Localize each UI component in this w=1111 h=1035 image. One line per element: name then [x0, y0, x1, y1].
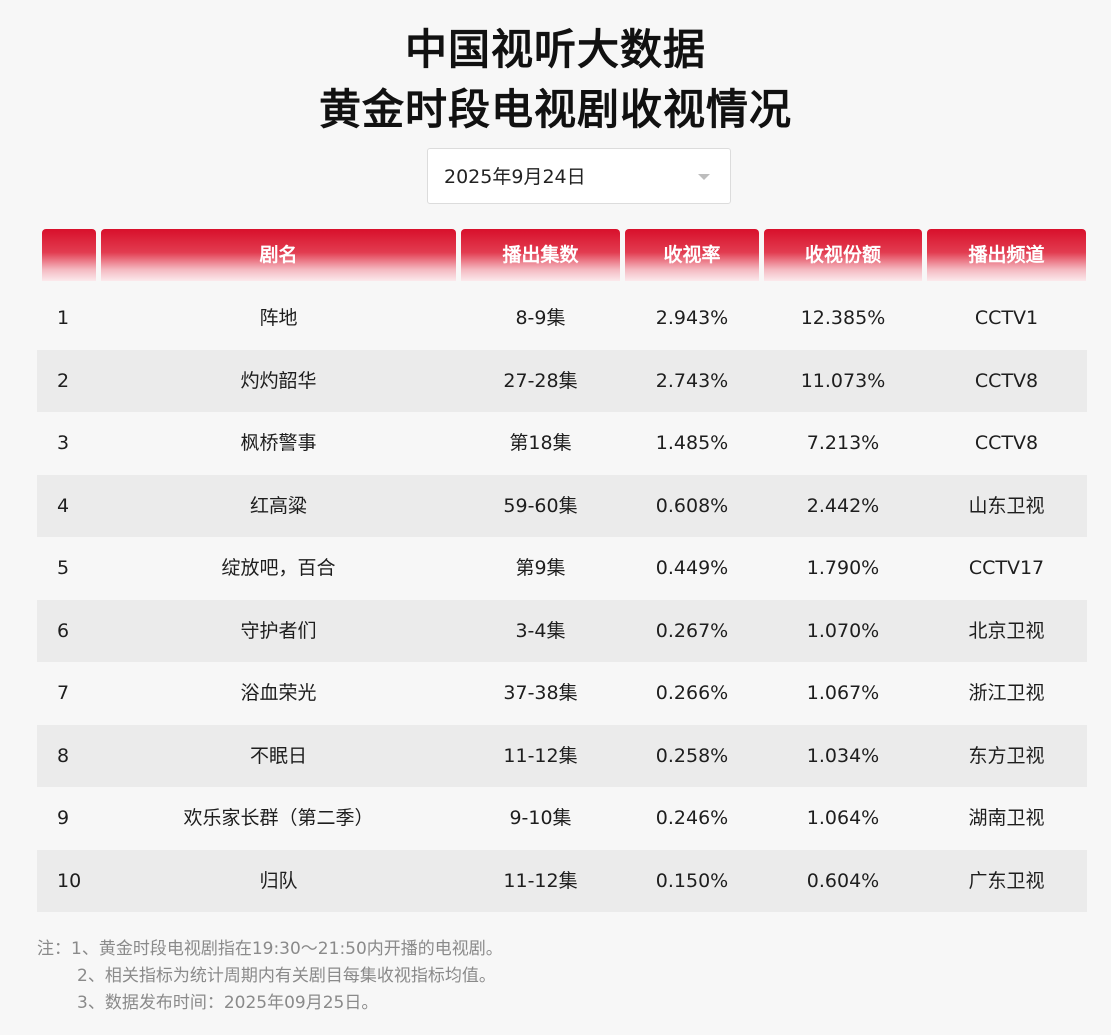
cell-drama-name: 浴血荣光 [240, 682, 317, 704]
cell-rating: 0.258% [655, 744, 729, 767]
cell-channel: CCTV1 [974, 307, 1039, 329]
footnote-2: 2、相关指标为统计周期内有关剧目每集收视指标均值。 [77, 966, 496, 986]
cell-rank: 2 [57, 369, 70, 392]
table-row: 6 守护者们 3-4集 0.267% 1.070% 北京卫视 [37, 599, 1087, 662]
header-channel: 播出频道 [927, 229, 1086, 281]
cell-rating: 1.485% [655, 432, 729, 454]
cell-drama-name: 不眠日 [249, 744, 307, 767]
cell-episodes: 8-9集 [515, 307, 566, 329]
cell-episodes: 3-4集 [515, 619, 566, 642]
cell-drama-name: 灼灼韶华 [240, 369, 317, 392]
cell-channel: 湖南卫视 [968, 807, 1045, 829]
cell-rating: 0.266% [655, 682, 729, 704]
ratings-table-body: 1 阵地 8-9集 2.943% 12.385% CCTV1 2 灼灼韶华 27-28集 2.74… [37, 287, 1087, 912]
cell-share: 1.034% [806, 744, 880, 767]
cell-rank: 10 [57, 869, 82, 892]
cell-episodes: 第9集 [515, 557, 566, 579]
cell-channel: CCTV8 [974, 369, 1039, 392]
cell-channel: 东方卫视 [968, 744, 1045, 767]
cell-channel: 广东卫视 [968, 869, 1045, 892]
table-row: 5 绽放吧，百合 第9集 0.449% 1.790% CCTV17 [37, 537, 1087, 600]
header-drama-name: 剧名 [101, 229, 456, 281]
cell-share: 2.442% [806, 494, 880, 517]
cell-share: 1.790% [806, 557, 880, 579]
cell-rank: 6 [57, 619, 70, 642]
header-share: 收视份额 [764, 229, 922, 281]
table-row: 10 归队 11-12集 0.150% 0.604% 广东卫视 [37, 849, 1087, 912]
date-dropdown[interactable]: 2025年9月24日 [427, 148, 731, 204]
cell-drama-name: 守护者们 [240, 619, 317, 642]
cell-rating: 2.943% [655, 307, 729, 329]
cell-drama-name: 红高粱 [249, 494, 307, 517]
cell-share: 1.070% [806, 619, 880, 642]
cell-rank: 8 [57, 744, 70, 767]
cell-rating: 0.246% [655, 807, 729, 829]
cell-episodes: 11-12集 [503, 869, 578, 892]
cell-rank: 9 [57, 807, 70, 829]
cell-share: 1.064% [806, 807, 880, 829]
date-dropdown-value: 2025年9月24日 [444, 166, 586, 188]
table-row: 7 浴血荣光 37-38集 0.266% 1.067% 浙江卫视 [37, 662, 1087, 725]
cell-rating: 0.267% [655, 619, 729, 642]
table-row: 2 灼灼韶华 27-28集 2.743% 11.073% CCTV8 [37, 349, 1087, 412]
page-title: 中国视听大数据 [404, 25, 706, 74]
cell-rank: 7 [57, 682, 70, 704]
cell-channel: 山东卫视 [968, 494, 1045, 517]
cell-drama-name: 阵地 [259, 307, 298, 329]
cell-episodes: 第18集 [509, 432, 572, 454]
table-row: 3 枫桥警事 第18集 1.485% 7.213% CCTV8 [37, 412, 1087, 475]
header-rating: 收视率 [625, 229, 759, 281]
cell-share: 1.067% [806, 682, 880, 704]
cell-channel: CCTV17 [968, 557, 1045, 579]
cell-episodes: 27-28集 [503, 369, 578, 392]
cell-rank: 4 [57, 494, 70, 517]
header-episodes: 播出集数 [461, 229, 620, 281]
footnote-1: 注：1、黄金时段电视剧指在19:30～21:50内开播的电视剧。 [37, 939, 503, 959]
cell-drama-name: 欢乐家长群（第二季） [183, 807, 374, 829]
cell-share: 12.385% [800, 307, 886, 329]
cell-episodes: 9-10集 [509, 807, 572, 829]
header-rank [42, 229, 96, 281]
chevron-down-icon [698, 174, 710, 180]
cell-rank: 3 [57, 432, 70, 454]
table-row: 8 不眠日 11-12集 0.258% 1.034% 东方卫视 [37, 724, 1087, 787]
cell-rank: 1 [57, 307, 70, 329]
table-row: 9 欢乐家长群（第二季） 9-10集 0.246% 1.064% 湖南卫视 [37, 787, 1087, 850]
cell-drama-name: 枫桥警事 [240, 432, 317, 454]
cell-channel: 北京卫视 [968, 619, 1045, 642]
footnotes: 注：1、黄金时段电视剧指在19:30～21:50内开播的电视剧。 2、相关指标为… [37, 936, 503, 1017]
cell-rating: 0.608% [655, 494, 729, 517]
cell-episodes: 59-60集 [503, 494, 578, 517]
cell-drama-name: 归队 [259, 869, 298, 892]
cell-share: 11.073% [800, 369, 886, 392]
cell-episodes: 11-12集 [503, 744, 578, 767]
cell-channel: CCTV8 [974, 432, 1039, 454]
page-subtitle: 黄金时段电视剧收视情况 [318, 85, 792, 134]
cell-rating: 2.743% [655, 369, 729, 392]
cell-drama-name: 绽放吧，百合 [221, 557, 336, 579]
cell-rating: 0.449% [655, 557, 729, 579]
table-header: 剧名 播出集数 收视率 收视份额 播出频道 [0, 229, 1111, 281]
cell-rating: 0.150% [655, 869, 729, 892]
footnote-3: 3、数据发布时间：2025年09月25日。 [77, 993, 379, 1013]
cell-share: 0.604% [806, 869, 880, 892]
cell-channel: 浙江卫视 [968, 682, 1045, 704]
table-row: 1 阵地 8-9集 2.943% 12.385% CCTV1 [37, 287, 1087, 350]
cell-share: 7.213% [806, 432, 880, 454]
table-row: 4 红高粱 59-60集 0.608% 2.442% 山东卫视 [37, 474, 1087, 537]
cell-rank: 5 [57, 557, 70, 579]
cell-episodes: 37-38集 [503, 682, 578, 704]
